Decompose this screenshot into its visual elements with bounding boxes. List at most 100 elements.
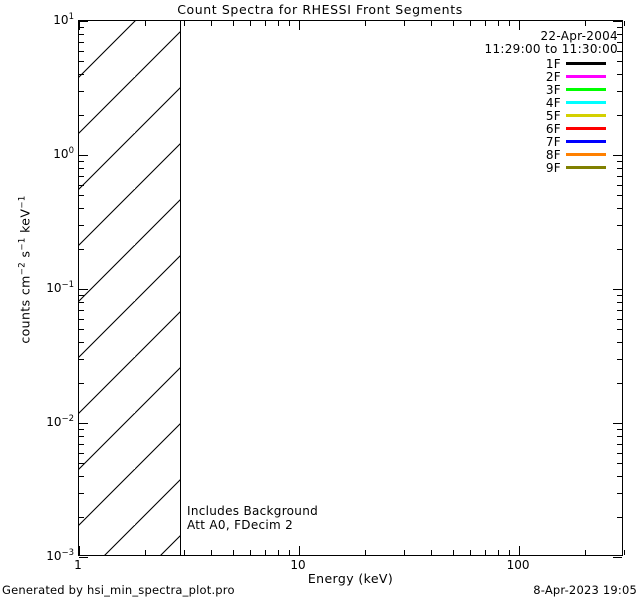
x-major-tick	[299, 21, 300, 30]
legend-item-label: 9F	[545, 160, 561, 175]
legend-item-4f[interactable]: 4F	[398, 95, 620, 110]
x-minor-tick	[452, 550, 454, 555]
x-tick-label: 1	[74, 558, 82, 572]
legend-item-label: 5F	[545, 108, 561, 123]
x-tick-label: 100	[506, 558, 530, 572]
y-major-tick	[613, 289, 622, 290]
hatched-region	[79, 21, 181, 555]
x-major-tick	[79, 546, 80, 555]
legend-color-swatch	[566, 153, 606, 156]
x-minor-tick	[497, 550, 499, 555]
legend-item-6f[interactable]: 6F	[398, 122, 620, 136]
y-minor-tick	[79, 429, 84, 431]
y-minor-tick	[617, 435, 622, 437]
y-minor-tick	[617, 61, 622, 63]
y-major-tick	[613, 423, 622, 424]
legend-time-range: 11:29:00 to 11:30:00	[484, 42, 618, 56]
y-minor-tick	[79, 476, 84, 478]
legend-item-label: 8F	[545, 147, 561, 162]
x-minor-tick	[452, 21, 454, 26]
y-major-tick	[79, 155, 88, 156]
x-minor-tick	[497, 21, 499, 26]
x-minor-tick	[211, 550, 213, 555]
legend-item-label: 2F	[545, 69, 561, 84]
x-minor-tick	[232, 21, 234, 26]
x-minor-tick	[250, 550, 252, 555]
y-minor-tick	[79, 452, 84, 454]
legend-item-1f[interactable]: 1F	[398, 57, 620, 71]
x-minor-tick	[183, 550, 185, 555]
footer-generated-by: Generated by hsi_min_spectra_plot.pro	[2, 583, 235, 597]
legend-item-label: 7F	[545, 134, 561, 149]
y-minor-tick	[617, 476, 622, 478]
y-axis-title: counts cm−2 s−1 keV−1	[17, 195, 33, 344]
y-minor-tick	[617, 248, 622, 250]
y-major-tick	[613, 21, 622, 22]
x-minor-tick	[470, 550, 472, 555]
y-minor-tick	[617, 184, 622, 186]
y-major-tick	[79, 289, 88, 290]
y-minor-tick	[79, 493, 84, 495]
y-minor-tick	[79, 208, 84, 210]
y-minor-tick	[79, 329, 84, 331]
x-minor-tick	[508, 21, 510, 26]
annotation-line-2: Att A0, FDecim 2	[187, 517, 294, 532]
y-minor-tick	[79, 175, 84, 177]
x-minor-tick	[431, 550, 433, 555]
legend-item-label: 4F	[545, 95, 561, 110]
plot-annotations: Includes Background Att A0, FDecim 2	[187, 504, 318, 532]
legend-item-7f[interactable]: 7F	[398, 134, 620, 149]
x-minor-tick	[365, 550, 367, 555]
y-minor-tick	[79, 91, 84, 93]
x-minor-tick	[288, 21, 290, 26]
x-minor-tick	[264, 21, 266, 26]
x-minor-tick	[403, 550, 405, 555]
legend-color-swatch	[566, 140, 606, 143]
legend-item-3f[interactable]: 3F	[398, 83, 620, 97]
y-tick-label: 10−2	[46, 414, 74, 429]
legend-item-5f[interactable]: 5F	[398, 108, 620, 123]
y-major-tick	[79, 557, 88, 558]
y-major-tick	[79, 423, 88, 424]
hatched-region-edge	[180, 21, 181, 555]
y-minor-tick	[617, 91, 622, 93]
y-minor-tick	[617, 50, 622, 52]
y-minor-tick	[617, 463, 622, 465]
x-major-tick	[519, 546, 521, 555]
y-minor-tick	[79, 342, 84, 344]
y-minor-tick	[617, 225, 622, 227]
y-minor-tick	[79, 435, 84, 437]
x-major-tick	[519, 21, 521, 30]
y-major-tick	[79, 21, 88, 22]
y-minor-tick	[79, 50, 84, 52]
legend-item-9f[interactable]: 9F	[398, 160, 620, 175]
y-minor-tick	[617, 318, 622, 320]
y-minor-tick	[617, 516, 622, 518]
x-minor-tick	[403, 21, 405, 26]
x-minor-tick	[183, 21, 185, 26]
y-tick-label: 100	[53, 146, 74, 161]
page-title: Count Spectra for RHESSI Front Segments	[177, 2, 463, 17]
legend-item-8f[interactable]: 8F	[398, 147, 620, 162]
y-minor-tick	[79, 248, 84, 250]
y-minor-tick	[79, 167, 84, 169]
y-minor-tick	[79, 225, 84, 227]
y-minor-tick	[617, 329, 622, 331]
legend-color-swatch	[566, 75, 606, 78]
legend-item-2f[interactable]: 2F	[398, 69, 620, 84]
x-minor-tick	[211, 21, 213, 26]
x-minor-tick	[264, 550, 266, 555]
x-minor-tick	[470, 21, 472, 26]
x-minor-tick	[288, 550, 290, 555]
y-minor-tick	[617, 41, 622, 43]
y-axis-tick-labels: 101 100 10−1 10−2 10−3	[0, 13, 74, 563]
y-minor-tick	[79, 161, 84, 163]
plot-frame: Includes Background Att A0, FDecim 2	[78, 20, 625, 558]
legend-color-swatch	[566, 88, 606, 91]
y-minor-tick	[79, 516, 84, 518]
y-minor-tick	[79, 309, 84, 311]
y-tick-label: 10−3	[46, 548, 74, 563]
x-minor-tick	[145, 550, 147, 555]
y-minor-tick	[79, 195, 84, 197]
